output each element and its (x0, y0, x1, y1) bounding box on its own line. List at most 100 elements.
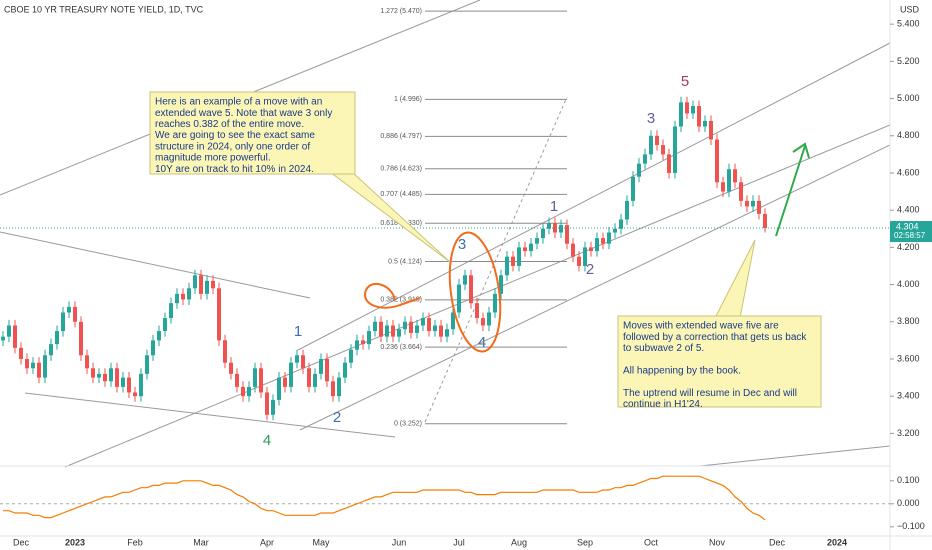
candle-body (7, 325, 11, 337)
candle-body (343, 362, 347, 378)
candle-body (673, 126, 677, 173)
candle-body (535, 238, 539, 244)
candle-body (475, 303, 479, 319)
wave-label: 4 (478, 334, 486, 351)
wave-label: 5 (681, 73, 689, 90)
candle-body (325, 358, 329, 382)
candle-body (259, 368, 263, 393)
candle-body (271, 399, 275, 415)
candle-body (739, 182, 743, 201)
x-tick-label: Mar (193, 537, 209, 547)
candle-body (67, 306, 71, 313)
candle-body (403, 321, 407, 330)
candle-body (349, 349, 353, 363)
candle-body (421, 318, 425, 326)
note-line: extended wave 5. Note that wave 3 only (155, 108, 332, 119)
candle-body (247, 386, 251, 397)
candle-body (175, 293, 179, 304)
candle-body (715, 139, 719, 183)
candle-body (355, 340, 359, 350)
fib-label: 0.786 (4.623) (380, 166, 422, 173)
candle-body (409, 321, 413, 333)
candle-body (217, 288, 221, 341)
candle-body (559, 225, 563, 233)
y-tick-label: 3.400 (897, 391, 920, 401)
candle-body (145, 355, 149, 374)
candle-body (139, 373, 143, 397)
candle-body (25, 358, 29, 369)
candle-body (361, 340, 365, 345)
candle-body (313, 373, 317, 387)
candle-body (595, 238, 599, 252)
y-tick-label: 5.400 (897, 19, 920, 29)
note-line: reaches 0.382 of the entire move. (155, 119, 304, 130)
notes: Here is an example of a move with anexte… (149, 91, 822, 410)
candle-body (571, 243, 575, 257)
fib-label: 0.382 (3.918) (380, 297, 422, 304)
fib-label: 1.272 (5.470) (380, 8, 422, 15)
candle-body (589, 247, 593, 252)
y-tick-label: 4.200 (897, 242, 920, 252)
candle-body (583, 247, 587, 266)
candle-body (517, 247, 521, 266)
candle-body (757, 200, 761, 214)
note-line: Here is an example of a move with an (155, 97, 322, 108)
candle-body (187, 288, 191, 300)
note: Moves with extended wave five arefollowe… (617, 315, 822, 410)
candle-body (445, 329, 449, 337)
candle-body (493, 293, 497, 313)
note-line: continue in H1'24. (623, 399, 703, 410)
wave-label: 1 (550, 198, 558, 215)
candle-body (337, 377, 341, 397)
candle-body (613, 228, 617, 233)
candle-body (433, 325, 437, 332)
candle-body (295, 355, 299, 363)
oscillator-line (3, 475, 766, 521)
trend-lines (0, 0, 891, 468)
trend-line (297, 42, 891, 351)
candle-body (19, 347, 23, 359)
candle-body (667, 154, 671, 173)
candle-body (283, 377, 287, 387)
wave-label: 3 (647, 110, 655, 127)
candle-body (43, 355, 47, 378)
candle-body (169, 303, 173, 319)
y2-tick-label: −0.100 (897, 521, 925, 531)
candle-body (61, 312, 65, 332)
note-line: Moves with extended wave five are (623, 321, 779, 332)
candle-body (541, 228, 545, 239)
candle-body (691, 106, 695, 114)
candle-body (109, 368, 113, 382)
candle-body (91, 368, 95, 378)
trend-line (24, 392, 396, 438)
candle-body (619, 219, 623, 229)
wave-label: 1 (294, 323, 302, 340)
candle-body (451, 312, 455, 330)
candle-body (415, 325, 419, 333)
candle-body (79, 321, 83, 356)
x-tick-label: Feb (127, 537, 143, 547)
y-tick-label: 4.400 (897, 205, 920, 215)
candle-body (601, 238, 605, 244)
note-line: to subwave 2 of 5. (623, 343, 704, 354)
candle-body (97, 373, 101, 378)
y-tick-label: 5.200 (897, 56, 920, 66)
x-tick-label: Sep (577, 537, 593, 547)
candle-body (397, 329, 401, 337)
candle-body (73, 306, 77, 322)
x-tick-label: Apr (260, 537, 274, 547)
x-tick-label: Nov (709, 537, 726, 547)
y-tick-label: 3.600 (897, 353, 920, 363)
trend-line (299, 144, 891, 431)
note-line: magnitude more powerful. (155, 153, 271, 164)
wave-label: 3 (458, 236, 466, 253)
candle-body (373, 321, 377, 332)
note-line: followed by a correction that gets us ba… (623, 332, 807, 343)
x-tick-label: Dec (769, 537, 786, 547)
candle-body (163, 318, 167, 332)
candle-body (631, 176, 635, 201)
x-tick-label: Aug (511, 537, 527, 547)
candle-body (487, 312, 491, 326)
note-line: The uptrend will resume in Dec and will (623, 388, 797, 399)
